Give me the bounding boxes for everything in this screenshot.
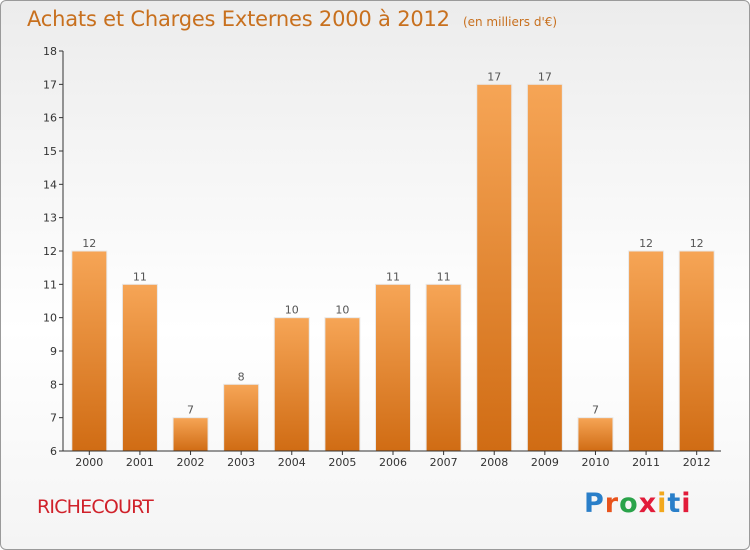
bar <box>526 83 563 452</box>
logo-letter: x <box>638 488 658 519</box>
logo-letter: o <box>619 488 639 519</box>
x-axis: 2000 2001 2002 2003 2004 2005 2006 2007 2008 2009… <box>63 450 721 469</box>
bar-value-label: 17 <box>487 70 501 83</box>
bar-series: 12 11 7 8 10 10 11 11 17 17 7 12 12 <box>71 70 715 452</box>
bar-value-label: 10 <box>335 304 349 317</box>
x-tick-label: 2003 <box>227 456 255 469</box>
bar-value-label: 12 <box>639 237 653 250</box>
x-tick-label: 2007 <box>430 456 458 469</box>
bar <box>273 317 310 452</box>
bar-value-label: 10 <box>285 304 299 317</box>
x-tick-label: 2002 <box>177 456 205 469</box>
bar-value-label: 12 <box>82 237 96 250</box>
x-tick-label: 2001 <box>126 456 154 469</box>
bar-value-label: 7 <box>187 404 194 417</box>
y-axis: 6 7 8 9 10 11 12 13 14 15 16 17 18 <box>43 45 64 458</box>
y-tick-label: 6 <box>50 445 57 458</box>
bar <box>223 383 260 452</box>
logo-letter: i <box>681 488 692 519</box>
x-tick-label: 2008 <box>480 456 508 469</box>
y-tick-label: 10 <box>43 312 57 325</box>
proxiti-logo: Proxiti <box>584 488 692 519</box>
bar <box>324 317 361 452</box>
bar <box>425 283 462 452</box>
x-tick-label: 2012 <box>683 456 711 469</box>
x-tick-label: 2011 <box>632 456 660 469</box>
bar <box>172 417 209 452</box>
y-tick-label: 7 <box>50 412 57 425</box>
bar-value-label: 11 <box>386 270 400 283</box>
logo-letter: t <box>667 488 682 519</box>
y-tick-label: 8 <box>50 378 57 391</box>
x-tick-label: 2004 <box>278 456 306 469</box>
x-tick-label: 2000 <box>75 456 103 469</box>
chart-title: Achats et Charges Externes 2000 à 2012 <box>27 7 450 31</box>
chart-subtitle: (en milliers d'€) <box>462 15 558 29</box>
logo-letter: r <box>604 488 620 519</box>
logo-letter: P <box>584 488 605 519</box>
logo-letter: i <box>657 488 668 519</box>
bar-value-label: 7 <box>592 404 599 417</box>
bar <box>678 250 715 452</box>
x-tick-label: 2010 <box>581 456 609 469</box>
bar <box>628 250 665 452</box>
bar-value-label: 11 <box>133 270 147 283</box>
bar <box>476 83 513 452</box>
x-tick-label: 2009 <box>531 456 559 469</box>
bar-value-label: 12 <box>690 237 704 250</box>
commune-name: RICHECOURT <box>37 496 154 518</box>
y-tick-label: 12 <box>43 245 57 258</box>
bar <box>121 283 158 452</box>
bar-value-label: 11 <box>437 270 451 283</box>
y-tick-label: 11 <box>43 278 57 291</box>
x-tick-label: 2006 <box>379 456 407 469</box>
y-tick-label: 15 <box>43 145 57 158</box>
chart-title-block: Achats et Charges Externes 2000 à 2012 (… <box>27 7 557 31</box>
y-tick-label: 13 <box>43 212 57 225</box>
bar-value-label: 8 <box>238 370 245 383</box>
x-tick-label: 2005 <box>328 456 356 469</box>
bar <box>71 250 108 452</box>
bar-value-label: 17 <box>538 70 552 83</box>
y-tick-label: 17 <box>43 78 57 91</box>
y-tick-label: 16 <box>43 112 57 125</box>
y-tick-label: 18 <box>43 45 57 58</box>
bar <box>375 283 411 452</box>
y-tick-label: 9 <box>50 345 57 358</box>
bar <box>577 417 614 452</box>
y-tick-label: 14 <box>43 178 57 191</box>
